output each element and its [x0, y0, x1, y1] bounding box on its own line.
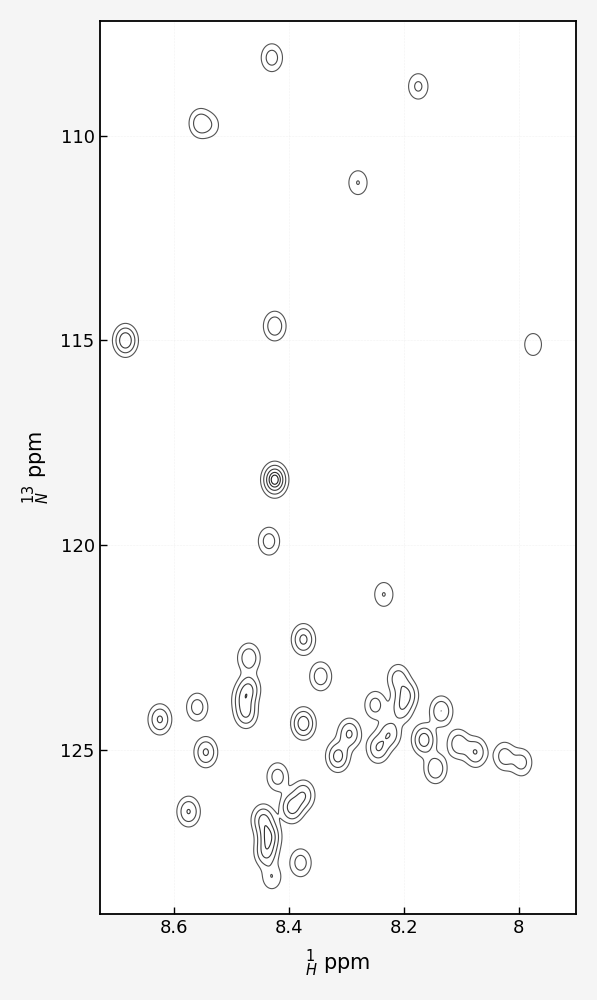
Y-axis label: $^{13}_{N}$ ppm: $^{13}_{N}$ ppm: [21, 431, 52, 504]
X-axis label: $^{1}_{H}$ ppm: $^{1}_{H}$ ppm: [305, 948, 371, 979]
